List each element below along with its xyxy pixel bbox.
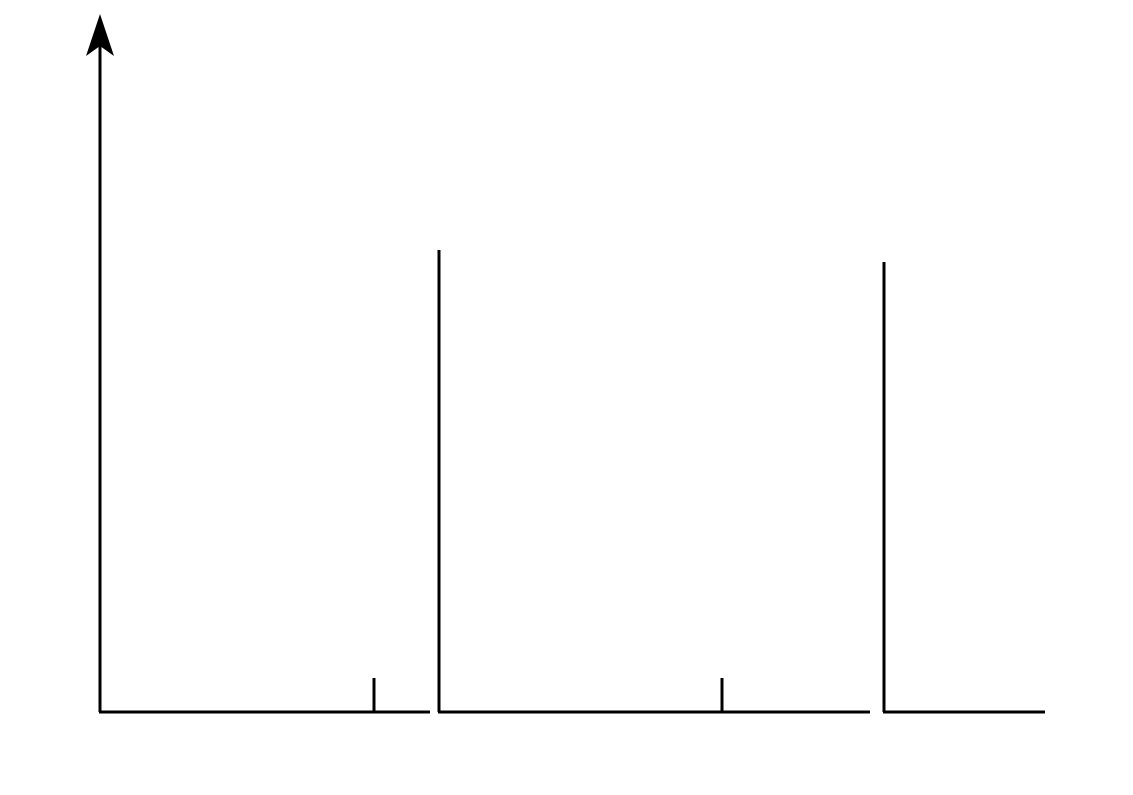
panel-c bbox=[882, 262, 1045, 714]
panel-b bbox=[437, 250, 870, 714]
panel-a bbox=[86, 14, 430, 714]
panel-a-y-axis-arrow bbox=[86, 14, 114, 56]
